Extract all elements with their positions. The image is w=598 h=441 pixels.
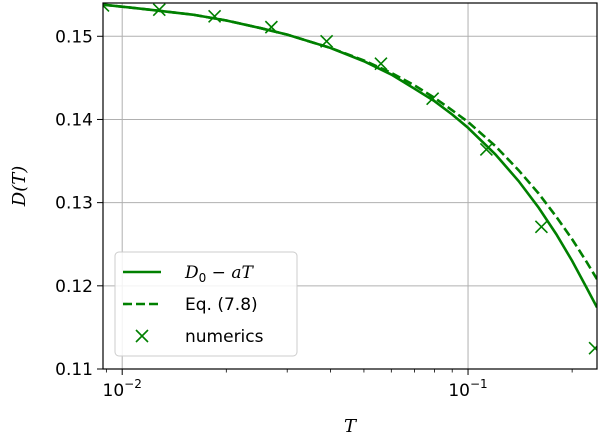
legend-box [114,251,298,357]
ticks: 0.11 0.12 0.13 0.14 0.15 10−2 10−1 [55,27,573,401]
x-axis-label: T [344,416,358,437]
numerics-point [426,92,440,106]
numerics-point [320,34,334,48]
legend: D0 − aT Eq. (7.8) numerics [114,251,298,357]
y-tick-label: 0.12 [55,277,93,297]
plot-area [103,3,597,355]
y-tick-label: 0.11 [55,360,93,380]
y-tick-label: 0.14 [55,110,93,130]
legend-marker-swatch [135,329,149,343]
numerics-point [374,57,388,71]
x-tick-label: 10−2 [103,377,142,401]
x-tick-label: 10−1 [448,377,487,401]
y-tick-label: 0.13 [55,194,93,214]
numerics-point [479,142,493,156]
legend-label: D0 − aT [184,263,254,285]
plot-frame [102,2,598,370]
legend-label: Eq. (7.8) [185,295,258,315]
numerics-point [264,20,278,34]
eq-7-8-line [103,3,597,280]
numerics-point [152,3,166,17]
numerics-point [208,9,222,23]
y-axis-label: D(T) [9,166,30,207]
numerics-point [534,220,548,234]
legend-label: numerics [185,327,264,347]
numerics-point [588,341,597,355]
y-tick-label: 0.15 [55,27,93,47]
numerics-point [103,3,110,13]
